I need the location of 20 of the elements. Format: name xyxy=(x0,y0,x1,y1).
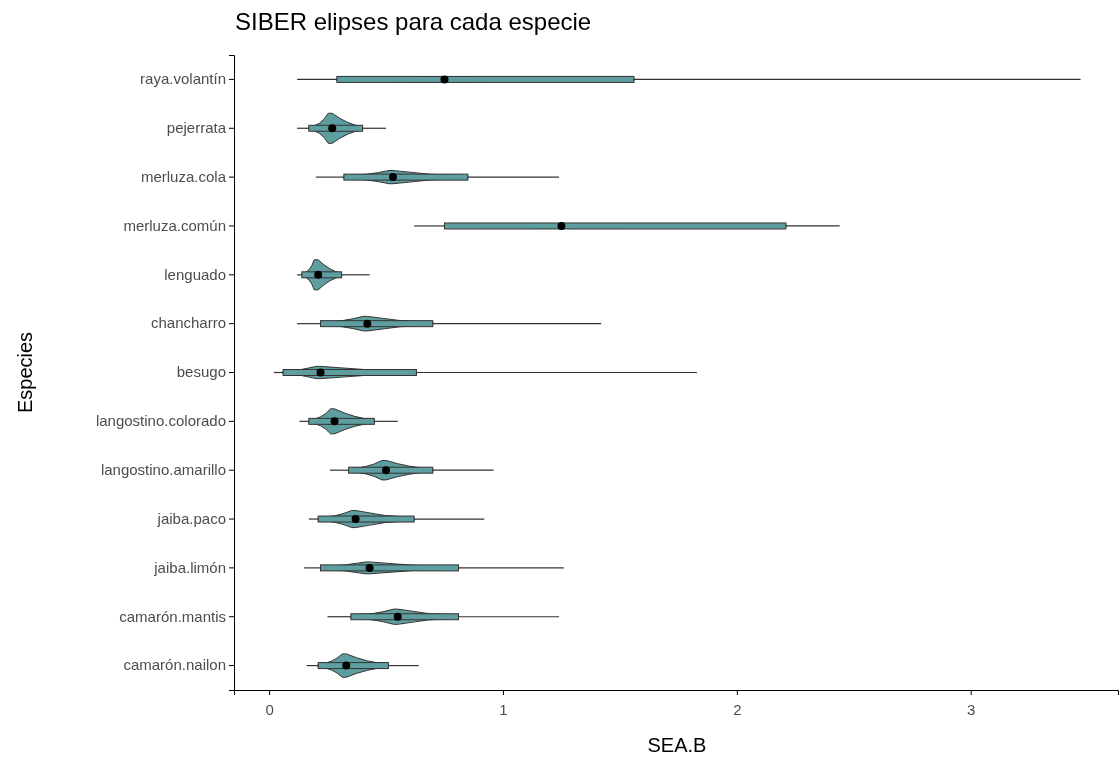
y-tick-label: jaiba.paco xyxy=(156,509,226,527)
y-tick-label: jaiba.limón xyxy=(153,558,226,576)
x-tick-label: 3 xyxy=(966,700,976,718)
y-tick-label: camarón.mantis xyxy=(119,607,226,625)
y-axis-title: Especies xyxy=(14,331,36,414)
x-axis-title: SEA.B xyxy=(647,734,707,756)
chart-title: SIBER elipses para cada especie xyxy=(235,8,592,35)
x-tick-label: 1 xyxy=(499,700,508,718)
x-tick-label: 0 xyxy=(265,700,274,718)
y-tick-label: langostino.amarillo xyxy=(100,460,226,478)
y-tick-label: lenguado xyxy=(164,265,226,283)
y-tick-label: merluza.cola xyxy=(140,167,227,185)
y-tick-label: raya.volantín xyxy=(140,70,226,88)
y-tick-label: langostino.colorado xyxy=(95,412,226,430)
y-tick-label: merluza.común xyxy=(123,216,226,234)
y-tick-label: besugo xyxy=(176,363,226,381)
x-tick-label: 2 xyxy=(733,700,742,718)
y-tick-label: pejerrata xyxy=(166,119,227,137)
y-tick-label: camarón.nailon xyxy=(123,656,226,674)
y-tick-label: chancharro xyxy=(150,314,226,332)
